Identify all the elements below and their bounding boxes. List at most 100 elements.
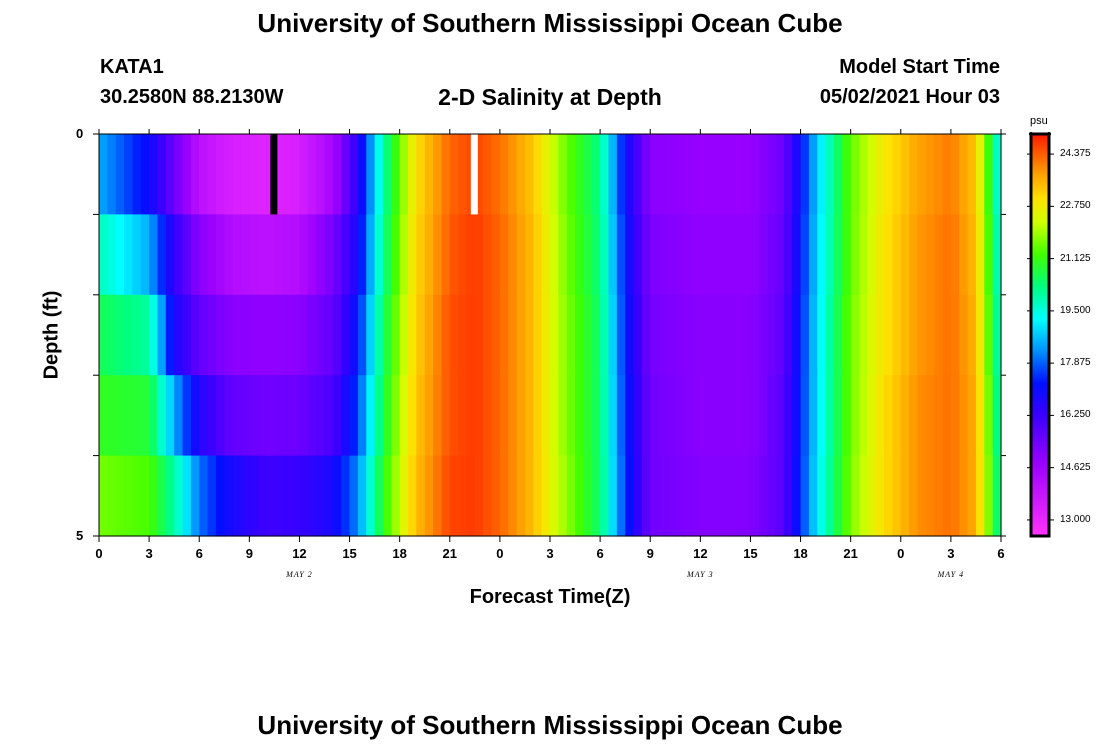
heatmap-cell (875, 294, 885, 376)
heatmap-cell (324, 214, 334, 296)
heatmap-cell (232, 294, 242, 376)
heatmap-cell (349, 375, 359, 457)
heatmap-cell (859, 375, 868, 457)
heatmap-cell (291, 294, 301, 376)
heatmap-cell (541, 455, 551, 537)
heatmap-cell (909, 294, 919, 376)
heatmap-cell (249, 294, 259, 376)
heatmap-cell (240, 294, 250, 376)
heatmap-cell (608, 214, 618, 296)
heatmap-cell (992, 375, 1002, 457)
heatmap-cell (357, 375, 367, 457)
heatmap-cell (600, 294, 610, 376)
heatmap-cell (140, 375, 150, 457)
heatmap-cell (391, 455, 401, 537)
heatmap-cell (575, 455, 585, 537)
heatmap-cell (566, 455, 576, 537)
heatmap-cell (758, 375, 768, 457)
heatmap-cell (917, 375, 927, 457)
heatmap-cell (575, 134, 585, 215)
heatmap-cell (299, 455, 309, 537)
heatmap-cell (616, 294, 626, 376)
heatmap-cell (984, 294, 994, 376)
heatmap-cell (950, 294, 960, 376)
heatmap-cell (508, 134, 518, 215)
heatmap-cell (149, 375, 159, 457)
heatmap-cell (750, 455, 760, 537)
heatmap-cell (366, 214, 376, 296)
heatmap-cell (366, 375, 376, 457)
heatmap-cell (666, 294, 676, 376)
heatmap-cell (433, 294, 443, 376)
heatmap-cell (967, 455, 977, 537)
heatmap-cell (349, 134, 359, 215)
heatmap-cell (374, 214, 384, 296)
heatmap-cell (708, 375, 718, 457)
heatmap-cell (675, 134, 685, 215)
heatmap-cell (107, 294, 117, 376)
heatmap-cell (558, 455, 568, 537)
heatmap-cell (449, 455, 459, 537)
heatmap-cell (675, 294, 685, 376)
heatmap-cell (975, 375, 985, 457)
colorbar-label: 17.875 (1060, 357, 1091, 369)
heatmap-cell (658, 375, 668, 457)
heatmap-cell (408, 134, 417, 215)
heatmap-cell (867, 134, 877, 215)
heatmap-cell (408, 455, 417, 537)
heatmap-cell (934, 455, 944, 537)
heatmap-cell (341, 134, 351, 215)
heatmap-cell (165, 134, 175, 215)
heatmap-cell (792, 214, 802, 296)
heatmap-cell (416, 455, 426, 537)
heatmap-cell (633, 294, 643, 376)
heatmap-cell (717, 375, 726, 457)
heatmap-cell (274, 214, 284, 296)
heatmap-cell (700, 214, 710, 296)
heatmap-cell (658, 455, 668, 537)
y-tick-label: 0 (76, 126, 84, 141)
heatmap-cell (508, 375, 518, 457)
heatmap-cell (190, 214, 200, 296)
heatmap-cell (950, 214, 960, 296)
heatmap-cell (441, 134, 451, 215)
heatmap-cell (867, 455, 877, 537)
heatmap-cell (466, 375, 476, 457)
heatmap-cell (984, 214, 994, 296)
heatmap-cell (182, 375, 192, 457)
heatmap-cell (374, 375, 384, 457)
footer-title: University of Southern Mississippi Ocean… (257, 710, 843, 740)
heatmap-cell (825, 294, 835, 376)
x-tick-label: 3 (145, 546, 153, 561)
heatmap-cell (316, 294, 326, 376)
heatmap-cell (149, 134, 159, 215)
heatmap-cell (992, 455, 1002, 537)
heatmap-cell (466, 294, 476, 376)
heatmap-cell (700, 375, 710, 457)
heatmap-cell (833, 375, 843, 457)
heatmap-cell (366, 455, 376, 537)
heatmap-cell (416, 294, 426, 376)
heatmap-cell (884, 375, 894, 457)
heatmap-cell (725, 375, 735, 457)
heatmap-cell (850, 134, 860, 215)
heatmap-cell (717, 455, 726, 537)
x-tick-label: 15 (342, 546, 357, 561)
heatmap-cell (717, 294, 726, 376)
heatmap-cell (558, 375, 568, 457)
heatmap-cell (917, 294, 927, 376)
heatmap-cell (374, 134, 384, 215)
heatmap-cell (424, 214, 434, 296)
heatmap-cell (324, 375, 334, 457)
heatmap-cell (232, 455, 242, 537)
heatmap-cell (533, 214, 543, 296)
heatmap-cell (499, 214, 509, 296)
heatmap-cell (683, 375, 693, 457)
heatmap-cell (942, 134, 952, 215)
heatmap-cell (825, 455, 835, 537)
heatmap-cell (967, 134, 977, 215)
heatmap-cell (257, 214, 267, 296)
heatmap-cell (616, 134, 626, 215)
heatmap-cell (591, 455, 601, 537)
